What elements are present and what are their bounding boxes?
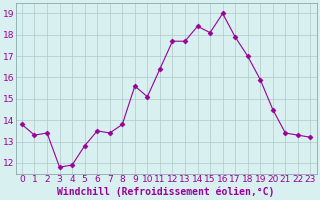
X-axis label: Windchill (Refroidissement éolien,°C): Windchill (Refroidissement éolien,°C) <box>58 187 275 197</box>
